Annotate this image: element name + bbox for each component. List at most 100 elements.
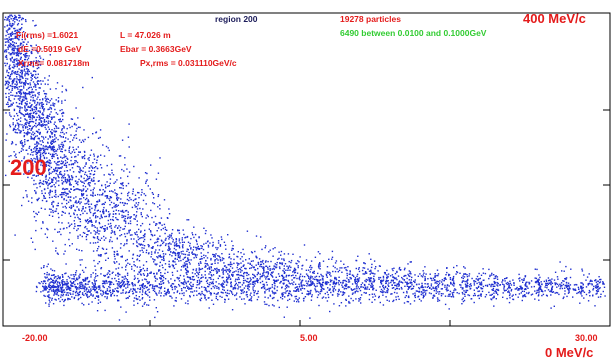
particle-point xyxy=(394,288,397,291)
particle-point xyxy=(183,253,185,255)
particle-point xyxy=(157,240,159,243)
particle-point xyxy=(190,247,192,249)
particle-point xyxy=(125,291,127,293)
particle-point xyxy=(77,298,79,301)
particle-point xyxy=(28,145,31,148)
particle-point xyxy=(260,261,262,263)
particle-point xyxy=(123,228,126,230)
particle-point xyxy=(16,76,18,78)
particle-point xyxy=(245,259,247,261)
particle-point xyxy=(21,160,23,162)
particle-point xyxy=(186,236,189,238)
particle-point xyxy=(89,185,91,187)
particle-point xyxy=(109,190,111,192)
particle-point xyxy=(105,290,107,293)
particle-point xyxy=(5,174,7,177)
particle-point xyxy=(398,280,401,282)
particle-point xyxy=(161,280,164,282)
particle-point xyxy=(54,285,56,288)
particle-point xyxy=(106,288,109,290)
particle-point xyxy=(12,102,14,104)
particle-point xyxy=(322,278,324,280)
particle-point xyxy=(19,46,22,49)
particle-point xyxy=(83,288,86,290)
particle-point xyxy=(357,255,359,257)
particle-point xyxy=(60,294,62,296)
particle-point xyxy=(43,166,46,168)
particle-point xyxy=(18,62,20,65)
particle-point xyxy=(206,268,209,270)
particle-point xyxy=(272,291,274,294)
particle-point xyxy=(306,282,308,284)
particle-point xyxy=(115,206,117,208)
particle-point xyxy=(52,145,55,147)
particle-point xyxy=(79,171,81,174)
particle-point xyxy=(275,276,277,278)
particle-point xyxy=(332,265,335,267)
particle-point xyxy=(53,161,56,163)
particle-point xyxy=(21,98,24,101)
particle-point xyxy=(268,265,271,268)
particle-point xyxy=(260,266,263,268)
particle-point xyxy=(62,118,64,121)
particle-point xyxy=(255,235,258,237)
particle-point xyxy=(31,128,33,130)
particle-point xyxy=(48,208,51,210)
particle-point xyxy=(50,277,52,280)
particle-point xyxy=(28,93,30,95)
particle-point xyxy=(79,189,81,191)
particle-point xyxy=(110,227,113,229)
particle-point xyxy=(351,293,354,295)
particle-point xyxy=(75,148,78,150)
particle-point xyxy=(130,288,132,290)
particle-point xyxy=(86,276,89,279)
particle-point xyxy=(22,149,24,151)
particle-point xyxy=(226,281,229,284)
particle-point xyxy=(295,262,297,265)
particle-point xyxy=(36,116,38,118)
particle-point xyxy=(121,255,123,257)
particle-point xyxy=(430,292,432,295)
particle-point xyxy=(159,245,161,247)
particle-point xyxy=(82,170,84,172)
particle-point xyxy=(11,70,13,72)
particle-point xyxy=(283,258,285,260)
particle-point xyxy=(124,217,126,220)
particle-point xyxy=(9,28,11,30)
particle-point xyxy=(45,163,47,166)
particle-point xyxy=(62,284,64,287)
particle-point xyxy=(12,61,14,63)
particle-point xyxy=(7,39,9,42)
particle-point xyxy=(161,264,163,266)
particle-point xyxy=(10,34,12,36)
particle-point xyxy=(382,277,385,279)
particle-point xyxy=(132,287,134,290)
particle-point xyxy=(334,270,337,273)
particle-point xyxy=(36,124,39,127)
particle-point xyxy=(68,176,70,178)
particle-point xyxy=(30,64,32,66)
particle-point xyxy=(187,259,190,262)
particle-point xyxy=(246,274,248,277)
particle-point xyxy=(23,92,26,95)
particle-point xyxy=(62,177,65,179)
particle-point xyxy=(17,95,20,97)
particle-point xyxy=(281,298,284,300)
particle-point xyxy=(30,120,32,123)
particle-point xyxy=(71,151,74,153)
particle-point xyxy=(321,287,323,290)
particle-point xyxy=(19,60,21,63)
particle-point xyxy=(168,291,170,293)
particle-point xyxy=(173,244,176,246)
particle-point xyxy=(133,264,135,266)
particle-point xyxy=(186,276,189,278)
particle-point xyxy=(394,278,396,280)
particle-point xyxy=(167,290,169,292)
particle-point xyxy=(318,281,320,283)
particle-point xyxy=(269,268,271,270)
particle-point xyxy=(68,238,70,241)
particle-point xyxy=(65,272,67,274)
particle-point xyxy=(370,258,372,260)
particle-point xyxy=(161,259,163,261)
particle-point xyxy=(4,62,6,64)
